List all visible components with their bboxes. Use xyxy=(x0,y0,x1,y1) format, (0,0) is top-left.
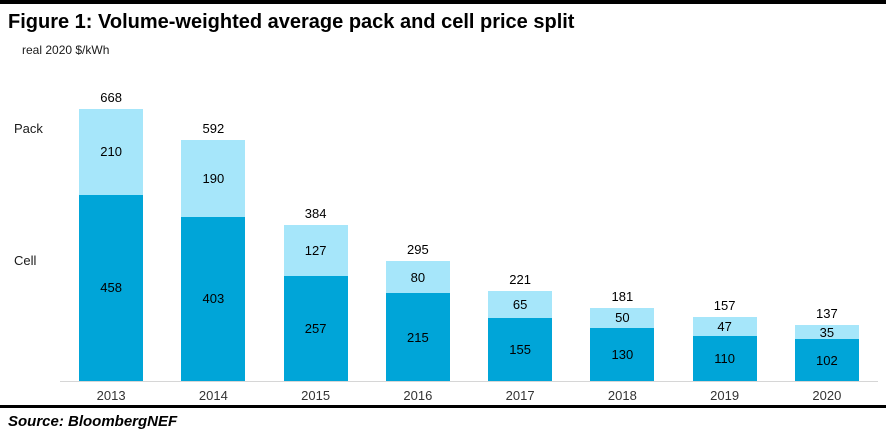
bars-row: 668 210 458 592 190 403 384 127 257 295 80 215 221 65… xyxy=(60,81,878,382)
pack-value-label: 127 xyxy=(304,243,327,258)
x-axis-label-2019: 2019 xyxy=(710,388,740,403)
cell-segment: 458 xyxy=(79,194,144,381)
pack-value-label: 47 xyxy=(717,319,732,335)
cell-segment: 403 xyxy=(181,216,246,381)
pack-segment: 65 xyxy=(488,291,553,318)
cell-segment: 257 xyxy=(283,276,348,381)
stacked-bar-2020: 35 102 xyxy=(794,324,859,381)
stacked-bar-2016: 80 215 xyxy=(385,260,450,381)
cell-value-label: 215 xyxy=(407,329,429,345)
pack-value-label: 210 xyxy=(100,144,122,160)
cell-segment: 110 xyxy=(692,336,757,381)
total-value-label: 592 xyxy=(202,120,225,136)
pack-value-label: 65 xyxy=(512,297,528,313)
cell-segment: 130 xyxy=(590,328,655,381)
stacked-bar-2014: 190 403 xyxy=(181,139,246,381)
y-axis-unit-label: real 2020 $/kWh xyxy=(22,43,110,57)
x-axis-label-2013: 2013 xyxy=(96,388,126,403)
total-value-label: 668 xyxy=(100,90,122,106)
bar-column-2018: 181 50 130 xyxy=(571,289,673,381)
bottom-divider xyxy=(0,405,886,408)
cell-value-label: 102 xyxy=(816,352,838,368)
stacked-bar-2017: 65 155 xyxy=(488,291,553,381)
stacked-bar-2018: 50 130 xyxy=(590,307,655,381)
cell-segment: 155 xyxy=(488,317,553,381)
pack-segment: 47 xyxy=(692,317,757,337)
x-axis-label-2018: 2018 xyxy=(607,388,637,403)
pack-value-label: 35 xyxy=(819,324,835,340)
cell-value-label: 130 xyxy=(611,347,634,363)
bar-column-2016: 295 80 215 xyxy=(367,242,469,381)
cell-segment: 215 xyxy=(385,293,450,381)
pack-value-label: 50 xyxy=(615,310,630,326)
bar-column-2013: 668 210 458 xyxy=(60,90,162,381)
stacked-bar-2013: 210 458 xyxy=(79,109,144,381)
figure-title: Figure 1: Volume-weighted average pack a… xyxy=(8,11,575,33)
x-axis-labels: 2013 2014 2015 2016 2017 2018 2019 2020 xyxy=(60,382,878,403)
x-axis-label-2015: 2015 xyxy=(301,388,331,403)
total-value-label: 137 xyxy=(816,306,838,322)
cell-value-label: 257 xyxy=(304,321,327,337)
x-axis-label-2017: 2017 xyxy=(505,388,535,403)
total-value-label: 295 xyxy=(407,241,429,257)
cell-value-label: 110 xyxy=(714,351,735,367)
cell-value-label: 458 xyxy=(100,280,122,296)
pack-series-label: Pack xyxy=(14,121,43,136)
chart-area: Pack Cell 668 210 458 592 190 403 384 127 257 295… xyxy=(0,81,878,403)
bar-column-2017: 221 65 155 xyxy=(469,272,571,381)
total-value-label: 157 xyxy=(713,298,736,314)
total-value-label: 221 xyxy=(509,272,531,288)
bar-column-2015: 384 127 257 xyxy=(265,206,367,381)
source-attribution: Source: BloombergNEF xyxy=(8,413,178,430)
x-axis-label-2020: 2020 xyxy=(812,388,842,403)
cell-segment: 102 xyxy=(794,339,859,381)
cell-series-label: Cell xyxy=(14,253,37,268)
pack-value-label: 190 xyxy=(202,170,225,186)
pack-segment: 190 xyxy=(181,139,246,217)
pack-segment: 210 xyxy=(79,109,144,195)
x-axis-label-2014: 2014 xyxy=(198,388,228,403)
cell-value-label: 403 xyxy=(202,291,225,307)
pack-value-label: 80 xyxy=(410,269,426,285)
bar-column-2020: 137 35 102 xyxy=(776,306,878,381)
top-divider xyxy=(0,0,886,4)
stacked-bar-2019: 47 110 xyxy=(692,317,757,381)
pack-segment: 35 xyxy=(794,324,859,340)
pack-segment: 127 xyxy=(283,224,348,277)
cell-value-label: 155 xyxy=(509,341,531,357)
pack-segment: 80 xyxy=(385,260,450,294)
bar-column-2014: 592 190 403 xyxy=(162,121,264,381)
total-value-label: 384 xyxy=(304,205,327,221)
pack-segment: 50 xyxy=(590,307,655,329)
bar-column-2019: 157 47 110 xyxy=(674,298,776,381)
stacked-bar-2015: 127 257 xyxy=(283,224,348,381)
x-axis-label-2016: 2016 xyxy=(403,388,433,403)
total-value-label: 181 xyxy=(611,288,634,304)
